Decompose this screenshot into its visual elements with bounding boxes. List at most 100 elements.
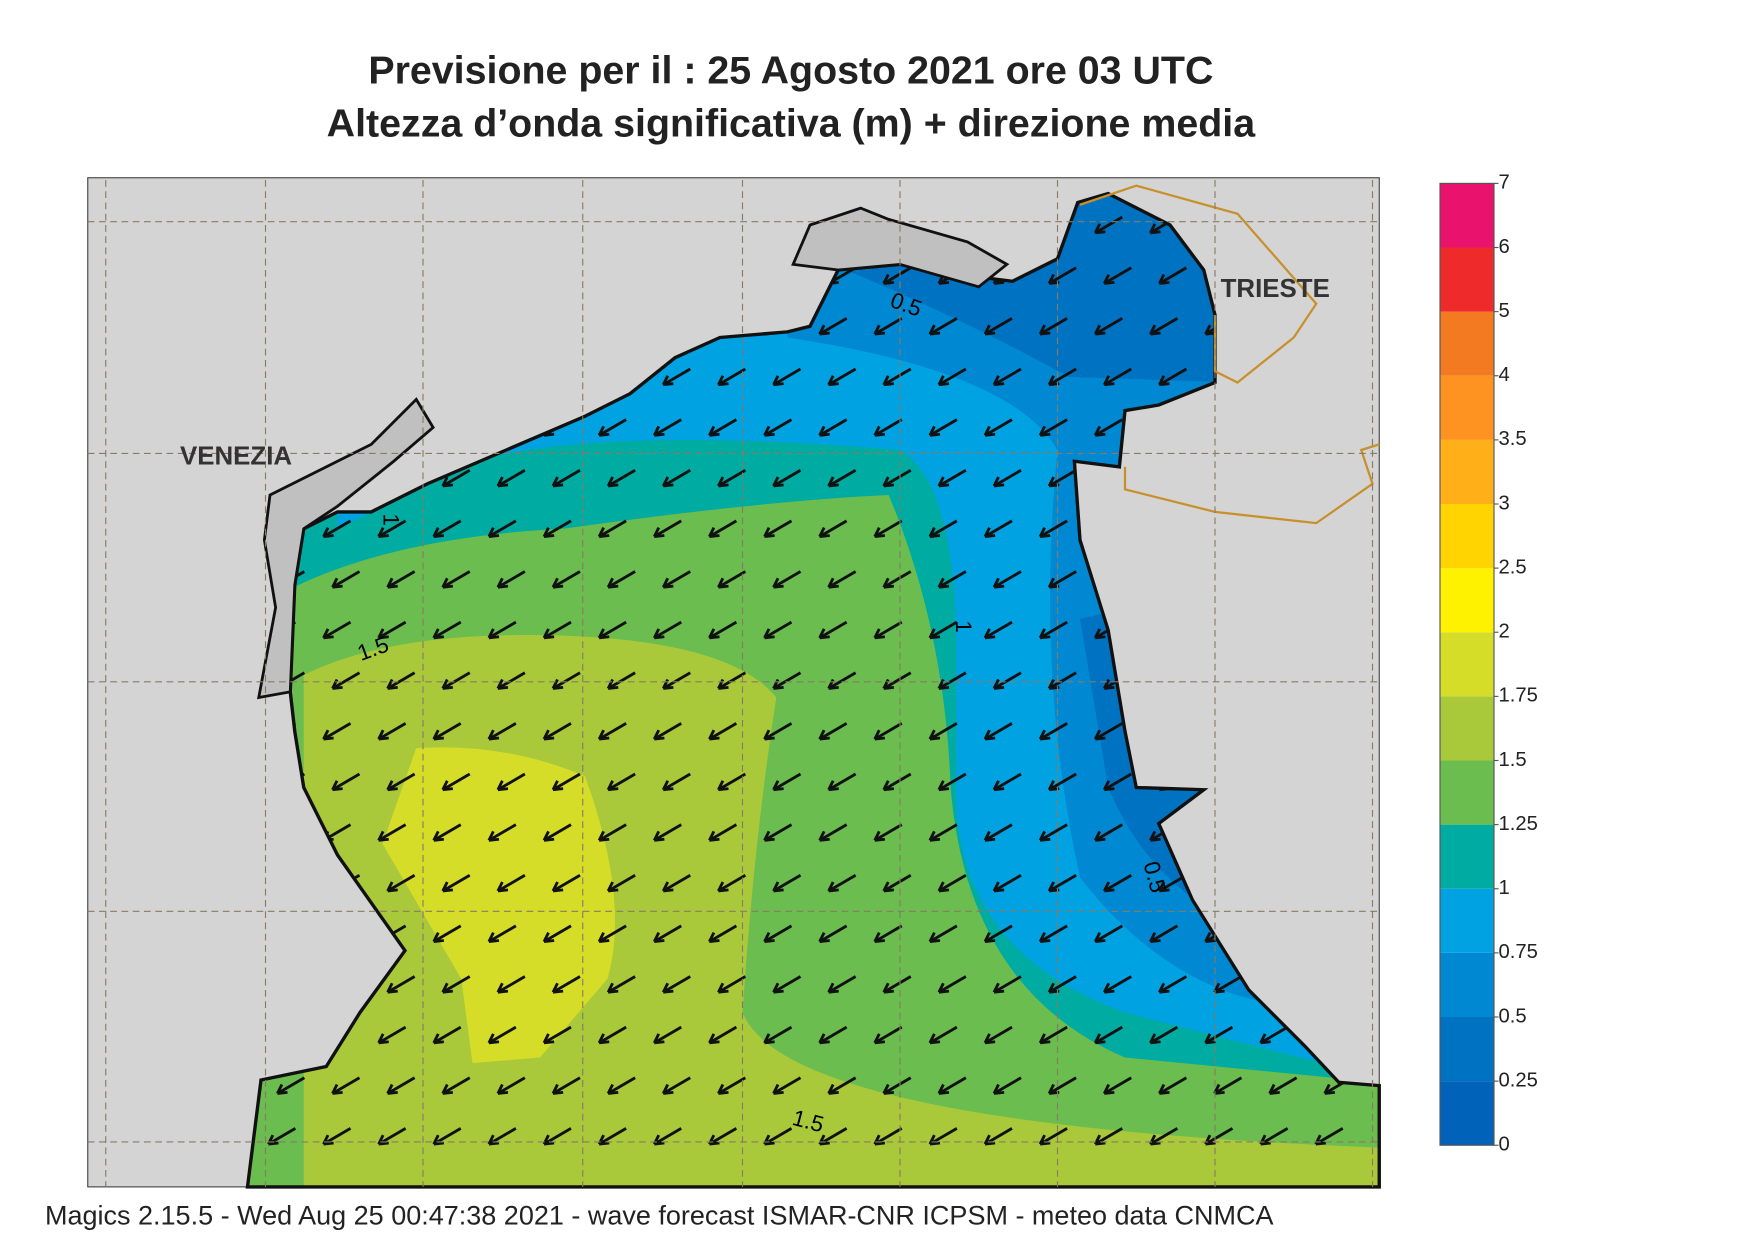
wave-arrow	[772, 469, 802, 488]
contour-label: 1	[378, 513, 403, 526]
place-label: TRIESTE	[1221, 275, 1330, 303]
wave-arrow	[763, 823, 793, 842]
wave-arrow	[763, 924, 793, 944]
colorbar-swatch	[1440, 439, 1494, 504]
wave-arrow	[441, 874, 471, 893]
wave-arrow	[827, 469, 857, 488]
wave-arrow	[652, 924, 682, 944]
colorbar-frame	[1439, 182, 1495, 1146]
colorbar-swatch	[1440, 888, 1494, 953]
wave-arrow	[1093, 722, 1123, 741]
wave-arrow	[542, 722, 572, 741]
wave-arrow	[441, 975, 471, 994]
wave-arrow	[551, 469, 581, 488]
contour-label: 1	[951, 620, 976, 633]
wave-arrow	[763, 1025, 793, 1045]
wave-arrow	[818, 519, 848, 539]
wave-arrow	[928, 317, 958, 336]
colorbar-swatch	[1440, 952, 1494, 1017]
border	[1079, 184, 1318, 384]
wave-arrow	[496, 671, 526, 690]
wave-arrow	[386, 874, 416, 893]
wave-arrow	[542, 823, 572, 842]
wave-arrow	[928, 519, 958, 539]
colorbar-label: 7	[1499, 172, 1510, 194]
wave-arrow	[1038, 317, 1068, 336]
wave-arrow	[441, 772, 471, 792]
wave-arrow	[992, 671, 1022, 690]
wave-arrow	[432, 823, 462, 842]
colorbar-label: 1.5	[1499, 749, 1527, 771]
wave-arrow	[1149, 924, 1179, 944]
wave-arrow	[928, 823, 958, 842]
wave-arrow	[992, 1076, 1022, 1095]
wave-arrow	[487, 722, 517, 741]
wave-arrow	[882, 975, 912, 994]
wave-arrow	[386, 975, 416, 994]
wave-arrow	[1038, 722, 1068, 741]
wave-arrow	[1038, 418, 1068, 437]
wave-arrow	[992, 469, 1022, 488]
colorbar-label: 1	[1499, 877, 1510, 899]
wave-arrow	[1149, 317, 1179, 336]
wave-arrow	[763, 519, 793, 539]
wave-arrow	[983, 519, 1013, 539]
wave-arrow	[551, 1076, 581, 1095]
wave-arrow	[606, 469, 636, 488]
wave-arrow	[983, 418, 1013, 437]
wave-arrow	[597, 722, 627, 741]
wave-arrow	[432, 924, 462, 944]
wave-arrow	[652, 418, 682, 437]
wave-arrow	[818, 722, 848, 741]
wave-arrow	[597, 1025, 627, 1045]
wave-arrow	[983, 924, 1013, 944]
wave-arrow	[597, 823, 627, 842]
wave-arrow	[606, 671, 636, 690]
wave-arrow	[873, 823, 903, 842]
colorbar-label: 1.75	[1499, 685, 1538, 707]
colorbar-label: 0.5	[1499, 1005, 1527, 1027]
place-label: VENEZIA	[180, 443, 292, 471]
wave-arrow	[551, 570, 581, 589]
wave-arrow	[708, 418, 738, 437]
wave-arrow	[873, 519, 903, 539]
wave-arrow	[597, 620, 627, 640]
wave-arrow	[542, 1025, 572, 1045]
wave-arrow	[873, 317, 903, 336]
wave-arrow	[496, 469, 526, 488]
wave-arrow	[377, 620, 407, 640]
wave-arrow	[441, 570, 471, 589]
wave-arrow	[717, 874, 747, 893]
wave-arrow	[1093, 924, 1123, 944]
wave-arrow	[928, 418, 958, 437]
wave-arrow	[551, 772, 581, 792]
wave-arrow	[487, 519, 517, 539]
wave-arrow	[331, 671, 361, 690]
wave-arrow	[441, 469, 471, 488]
wave-arrow	[882, 367, 912, 387]
wave-arrow	[928, 722, 958, 741]
wave-arrow	[772, 1076, 802, 1095]
wave-arrow	[1038, 823, 1068, 842]
wave-arrow	[992, 772, 1022, 792]
wave-arrow	[441, 671, 471, 690]
wave-arrow	[606, 570, 636, 589]
wave-arrow	[496, 570, 526, 589]
wave-arrow	[827, 1076, 857, 1095]
wave-arrow	[1038, 1025, 1068, 1045]
wave-arrow	[717, 671, 747, 690]
wave-arrow	[542, 924, 572, 944]
wave-arrow	[983, 823, 1013, 842]
wave-arrow	[377, 823, 407, 842]
colorbar-swatch	[1440, 696, 1494, 761]
colorbar-swatch	[1440, 504, 1494, 569]
wave-arrow	[983, 620, 1013, 640]
wave-arrow	[542, 519, 572, 539]
wave-arrow	[873, 722, 903, 741]
wave-arrow	[606, 975, 636, 994]
wave-arrow	[937, 671, 967, 690]
wave-arrow	[717, 975, 747, 994]
wave-arrow	[827, 874, 857, 893]
wave-arrow	[983, 722, 1013, 741]
wave-arrow	[661, 874, 691, 893]
